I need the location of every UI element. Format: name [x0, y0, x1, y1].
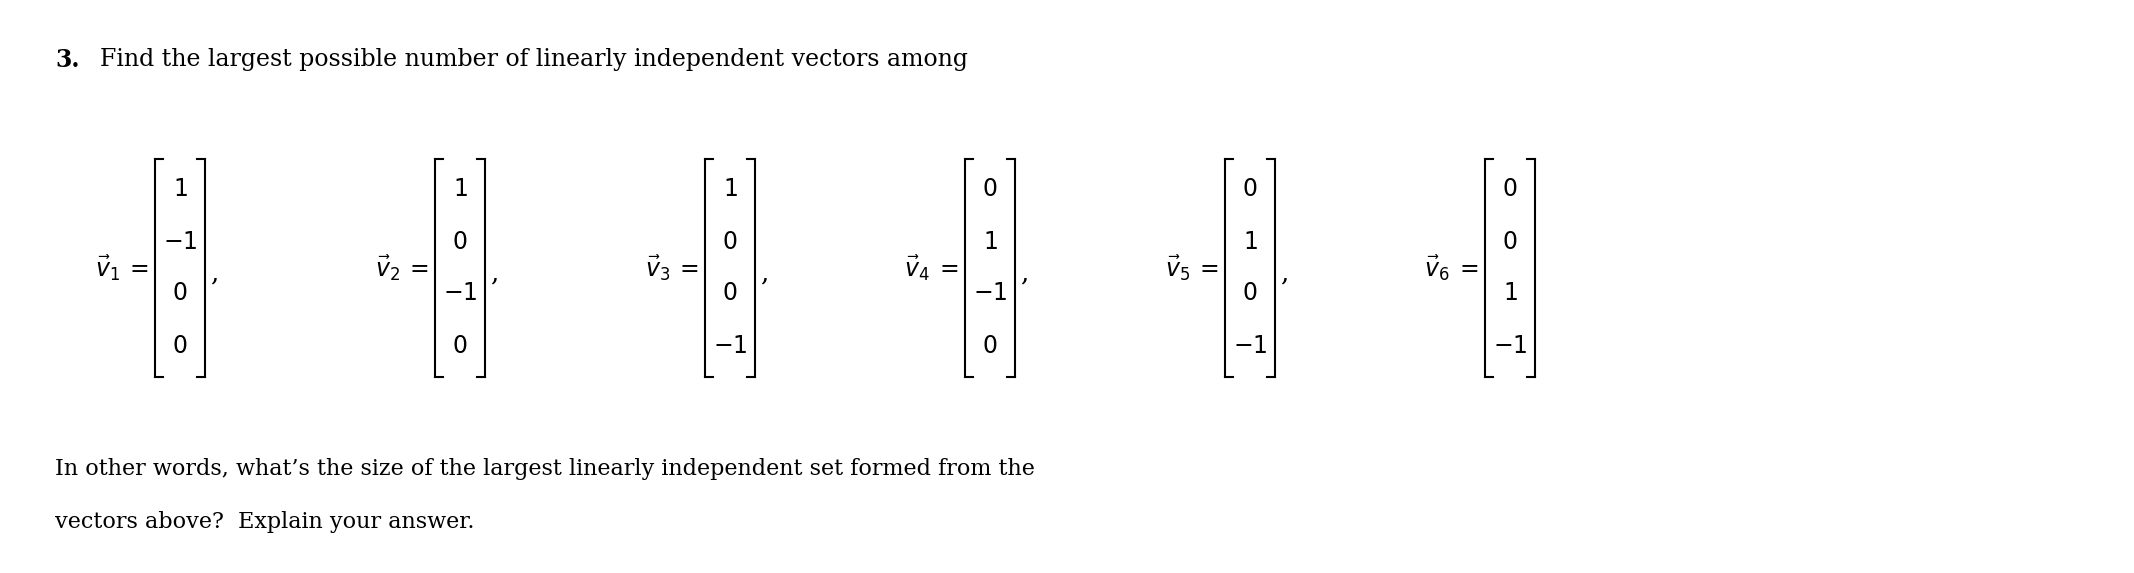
Text: $\vec{v}_4$: $\vec{v}_4$ — [905, 253, 930, 283]
Text: ,: , — [491, 261, 499, 285]
Text: $=$: $=$ — [405, 257, 429, 280]
Text: vectors above?  Explain your answer.: vectors above? Explain your answer. — [55, 511, 474, 533]
Text: $\vec{v}_6$: $\vec{v}_6$ — [1423, 253, 1449, 283]
Text: $-1$: $-1$ — [1492, 335, 1528, 358]
Text: $=$: $=$ — [674, 257, 698, 280]
Text: $0$: $0$ — [1242, 179, 1257, 202]
Text: $\vec{v}_3$: $\vec{v}_3$ — [644, 253, 670, 283]
Text: ,: , — [1020, 261, 1029, 285]
Text: $1$: $1$ — [723, 179, 738, 202]
Text: $1$: $1$ — [1242, 230, 1257, 253]
Text: $=$: $=$ — [126, 257, 149, 280]
Text: $0$: $0$ — [1502, 230, 1517, 253]
Text: $0$: $0$ — [721, 282, 738, 305]
Text: $0$: $0$ — [721, 230, 738, 253]
Text: $-1$: $-1$ — [1233, 335, 1268, 358]
Text: $0$: $0$ — [452, 230, 467, 253]
Text: 3.: 3. — [55, 48, 79, 72]
Text: $1$: $1$ — [173, 179, 188, 202]
Text: Find the largest possible number of linearly independent vectors among: Find the largest possible number of line… — [100, 48, 969, 71]
Text: $-1$: $-1$ — [713, 335, 747, 358]
Text: ,: , — [760, 261, 768, 285]
Text: $0$: $0$ — [173, 335, 188, 358]
Text: $0$: $0$ — [452, 335, 467, 358]
Text: In other words, what’s the size of the largest linearly independent set formed f: In other words, what’s the size of the l… — [55, 458, 1035, 480]
Text: $1$: $1$ — [452, 179, 467, 202]
Text: $-1$: $-1$ — [162, 230, 196, 253]
Text: $-1$: $-1$ — [442, 282, 478, 305]
Text: $0$: $0$ — [982, 335, 999, 358]
Text: $0$: $0$ — [982, 179, 999, 202]
Text: $\vec{v}_1$: $\vec{v}_1$ — [94, 253, 120, 283]
Text: $=$: $=$ — [935, 257, 958, 280]
Text: $0$: $0$ — [173, 282, 188, 305]
Text: $1$: $1$ — [982, 230, 997, 253]
Text: $0$: $0$ — [1242, 282, 1257, 305]
Text: $=$: $=$ — [1195, 257, 1219, 280]
Text: ,: , — [209, 261, 218, 285]
Text: $-1$: $-1$ — [973, 282, 1007, 305]
Text: $0$: $0$ — [1502, 179, 1517, 202]
Text: $\vec{v}_2$: $\vec{v}_2$ — [376, 253, 399, 283]
Text: $=$: $=$ — [1455, 257, 1479, 280]
Text: $1$: $1$ — [1502, 282, 1517, 305]
Text: ,: , — [1280, 261, 1289, 285]
Text: $\vec{v}_5$: $\vec{v}_5$ — [1165, 253, 1191, 283]
